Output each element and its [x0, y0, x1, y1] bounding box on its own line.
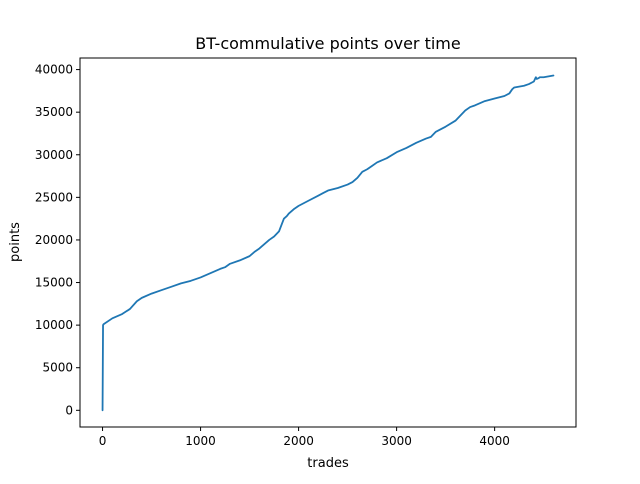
x-axis-label: trades	[307, 456, 349, 471]
plot-frame	[79, 57, 577, 428]
x-tick-label: 0	[99, 434, 107, 448]
y-tick-label: 15000	[35, 276, 73, 290]
plot-area	[80, 58, 576, 427]
y-tick-label: 10000	[35, 318, 73, 332]
y-tick-label: 25000	[35, 190, 73, 204]
y-tick-label: 40000	[35, 63, 73, 77]
x-axis-ticks: 0 1000 2000 3000 4000	[99, 427, 510, 448]
y-tick-label: 35000	[35, 105, 73, 119]
chart-title: BT-commulative points over time	[195, 34, 460, 53]
series-layer	[101, 74, 555, 412]
x-tick-label: 1000	[185, 434, 216, 448]
y-tick-label: 30000	[35, 148, 73, 162]
y-tick-label: 5000	[42, 361, 73, 375]
y-tick-label: 0	[65, 403, 73, 417]
x-tick-label: 3000	[381, 434, 412, 448]
y-axis-ticks: 0 5000 10000 15000 20000 25000 30000 35000 40000	[35, 63, 80, 417]
x-tick-label: 2000	[283, 434, 314, 448]
x-tick-label: 4000	[479, 434, 510, 448]
series-line	[101, 74, 555, 412]
y-tick-label: 20000	[35, 233, 73, 247]
y-axis-label: points	[8, 222, 23, 262]
